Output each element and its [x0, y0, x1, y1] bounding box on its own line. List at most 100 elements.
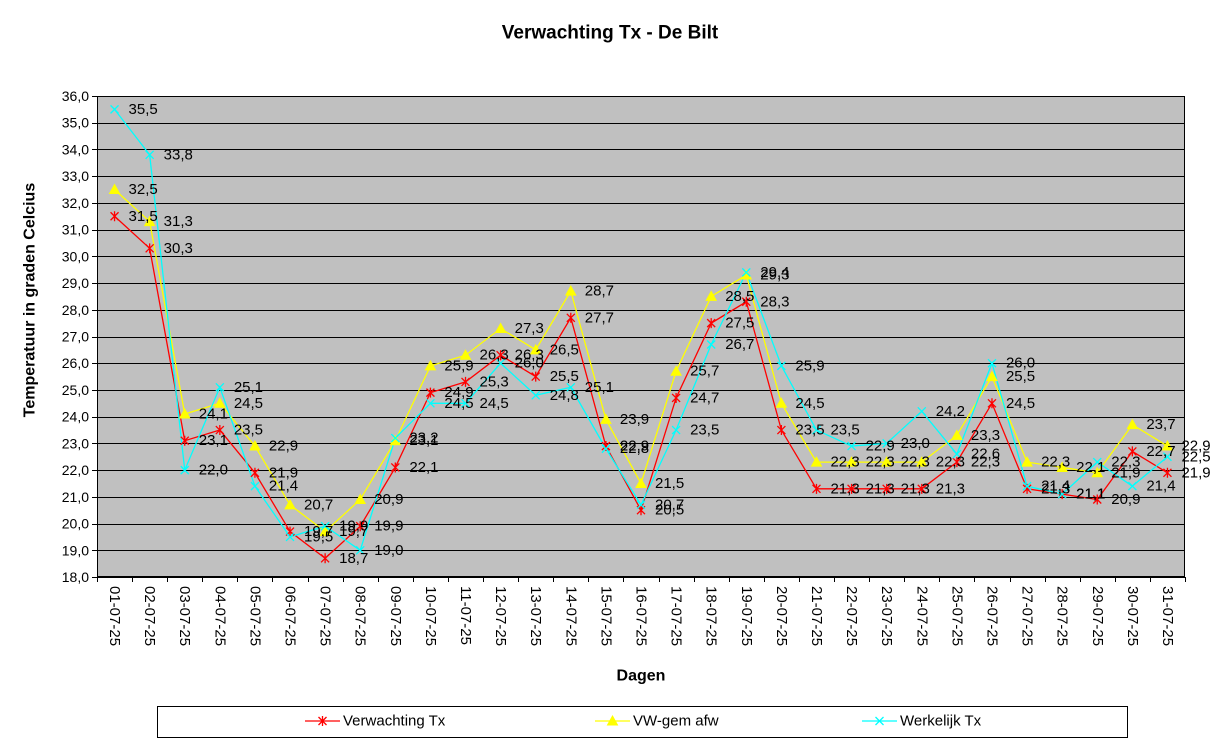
data-label-vw-gem-afw: 22,1	[1076, 459, 1105, 476]
marker-vw-gem-afw	[1161, 440, 1174, 451]
data-label-vw-gem-afw: 27,3	[515, 320, 544, 337]
marker-werkelijk-tx	[390, 433, 400, 443]
legend-swatch-werkelijk-tx	[862, 716, 897, 726]
data-label-verwachting-tx: 28,3	[760, 293, 789, 310]
data-label-verwachting-tx: 22,7	[1146, 443, 1175, 460]
data-label-verwachting-tx: 24,9	[444, 384, 473, 401]
marker-verwachting-tx	[250, 467, 260, 478]
x-tick-label: 10-07-25	[422, 586, 439, 646]
data-label-verwachting-tx: 26,3	[515, 347, 544, 364]
data-label-vw-gem-afw: 21,9	[1111, 464, 1140, 481]
data-label-verwachting-tx: 23,1	[199, 432, 228, 449]
plot-border	[97, 96, 1185, 577]
marker-vw-gem-afw	[564, 285, 577, 296]
data-label-werkelijk-tx: 21,4	[269, 478, 298, 495]
x-tick-label: 06-07-25	[282, 586, 299, 646]
x-tick-label: 11-07-25	[457, 586, 474, 645]
marker-werkelijk-tx	[917, 406, 927, 416]
data-label-werkelijk-tx: 22,8	[620, 440, 649, 457]
data-label-werkelijk-tx: 23,5	[830, 422, 859, 439]
marker-verwachting-tx	[1092, 494, 1102, 505]
marker-werkelijk-tx	[741, 267, 751, 277]
marker-verwachting-tx	[987, 398, 997, 409]
y-tick-label: 21,0	[62, 489, 89, 505]
data-label-vw-gem-afw: 20,7	[304, 496, 333, 513]
x-tick-label: 03-07-25	[176, 586, 193, 646]
data-label-verwachting-tx: 20,9	[1111, 491, 1140, 508]
legend: Verwachting Tx VW-gem afw Werkelijk Tx	[157, 706, 1128, 738]
marker-werkelijk-tx	[1127, 481, 1137, 491]
marker-werkelijk-tx	[355, 545, 365, 555]
x-tick-label: 09-07-25	[387, 586, 404, 646]
marker-werkelijk-tx	[145, 150, 155, 160]
data-label-verwachting-tx: 23,5	[795, 422, 824, 439]
data-label-werkelijk-tx: 24,5	[444, 395, 473, 412]
marker-werkelijk-tx	[110, 104, 120, 114]
x-tick-label: 23-07-25	[878, 586, 895, 646]
marker-werkelijk-tx	[601, 444, 611, 454]
marker-vw-gem-afw	[600, 413, 612, 424]
legend-item-vw-gem-afw: VW-gem afw	[595, 713, 719, 730]
data-label-vw-gem-afw: 22,3	[830, 454, 859, 471]
marker-werkelijk-tx	[1092, 457, 1102, 467]
data-label-vw-gem-afw: 22,9	[269, 438, 298, 455]
x-tick-label: 02-07-25	[141, 586, 158, 646]
data-label-vw-gem-afw: 25,5	[1006, 368, 1035, 385]
data-label-vw-gem-afw: 24,1	[199, 405, 228, 422]
x-tick-label: 05-07-25	[246, 586, 263, 646]
x-tick-label: 29-07-25	[1089, 586, 1106, 646]
data-label-werkelijk-tx: 23,0	[901, 435, 930, 452]
marker-werkelijk-tx	[1057, 489, 1067, 499]
x-tick-label: 31-07-25	[1159, 586, 1176, 646]
data-label-vw-gem-afw: 23,7	[1146, 416, 1175, 433]
data-label-werkelijk-tx: 21,4	[1041, 478, 1070, 495]
y-axis-title: Temperatuur in graden Celcius	[22, 183, 39, 418]
y-tick-label: 36,0	[62, 88, 89, 104]
marker-vw-gem-afw	[284, 498, 296, 510]
marker-verwachting-tx	[1162, 467, 1172, 478]
data-label-werkelijk-tx: 20,7	[655, 496, 684, 513]
marker-vw-gem-afw	[108, 183, 121, 195]
marker-verwachting-tx	[215, 425, 225, 436]
data-label-werkelijk-tx: 19,0	[374, 542, 403, 559]
y-tick-label: 34,0	[62, 141, 89, 157]
x-tick-label: 14-07-25	[562, 586, 579, 646]
marker-vw-gem-afw	[1126, 418, 1139, 430]
y-tick-label: 29,0	[62, 275, 89, 291]
y-tick-label: 26,0	[62, 355, 89, 371]
x-tick-label: 25-07-25	[948, 586, 965, 646]
x-tick-label: 20-07-25	[773, 586, 790, 646]
marker-vw-gem-afw	[915, 456, 928, 467]
data-label-verwachting-tx: 22,1	[409, 459, 438, 476]
series-markers	[108, 104, 1174, 564]
marker-werkelijk-tx	[987, 358, 997, 368]
x-tick-label: 22-07-25	[843, 586, 860, 646]
data-label-werkelijk-tx: 22,0	[199, 462, 228, 479]
marker-verwachting-tx	[847, 483, 857, 494]
marker-verwachting-tx	[776, 425, 786, 436]
marker-vw-gem-afw	[705, 290, 718, 301]
marker-verwachting-tx	[952, 457, 962, 468]
data-label-vw-gem-afw: 28,5	[725, 288, 754, 305]
marker-verwachting-tx	[496, 350, 506, 361]
y-tick-label: 28,0	[62, 302, 89, 318]
x-tick-label: 30-07-25	[1124, 586, 1141, 646]
marker-verwachting-tx	[461, 376, 470, 387]
legend-marker-vw-gem-afw	[606, 714, 619, 726]
data-label-werkelijk-tx: 21,4	[1146, 478, 1175, 495]
marker-vw-gem-afw	[354, 493, 367, 505]
marker-vw-gem-afw	[459, 349, 472, 360]
data-label-verwachting-tx: 21,1	[1076, 486, 1105, 503]
x-tick-label: 01-07-25	[106, 586, 123, 646]
marker-verwachting-tx	[566, 312, 576, 323]
marker-werkelijk-tx	[636, 500, 646, 510]
legend-item-verwachting-tx: Verwachting Tx	[305, 713, 446, 730]
marker-vw-gem-afw	[424, 359, 437, 371]
x-tick-label: 16-07-25	[633, 586, 650, 646]
marker-verwachting-tx	[706, 318, 716, 329]
marker-verwachting-tx	[1127, 446, 1137, 457]
data-label-verwachting-tx: 31,5	[129, 208, 158, 225]
data-label-vw-gem-afw: 24,5	[234, 395, 263, 412]
data-label-verwachting-tx: 30,3	[164, 240, 193, 257]
